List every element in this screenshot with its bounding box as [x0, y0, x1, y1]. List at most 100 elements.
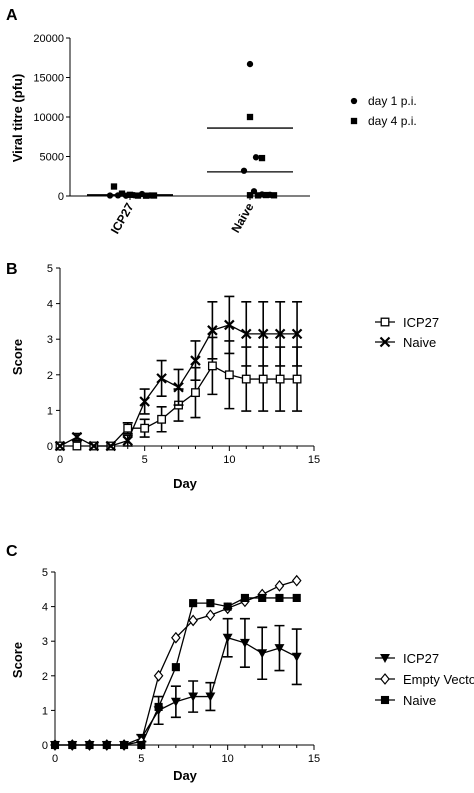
c-series-empty-vector-point-shape — [188, 614, 198, 627]
a-point — [142, 192, 150, 199]
c-legend-label: Naive — [403, 693, 436, 708]
panel-c: C Score Day 0 1 2 3 4 5 0 5 10 15 ICP27 Empty Vect… — [6, 543, 474, 783]
c-y-tick-label: 2 — [42, 671, 48, 683]
b-series-naive-point-shape — [291, 328, 303, 340]
a-point — [246, 192, 254, 199]
b-series-naive-point-shape — [139, 396, 150, 407]
b-series-icp27-point — [72, 441, 82, 451]
b-legend-marker-shape — [379, 336, 391, 348]
a-point-shape — [142, 192, 150, 199]
a-point — [246, 113, 254, 121]
c-x-tick-label: 0 — [52, 753, 58, 765]
c-series-naive-point-shape — [171, 663, 180, 672]
a-category-label: ICP27 — [108, 200, 137, 236]
b-series-naive-point-shape — [156, 373, 167, 384]
c-series-naive-point — [171, 663, 180, 672]
c-series-icp27-point — [222, 633, 233, 643]
c-series-empty-vector-point — [188, 614, 198, 627]
a-point-shape — [246, 113, 254, 121]
c-legend-marker — [380, 695, 390, 705]
c-series-naive-point-shape — [102, 740, 111, 750]
b-legend-marker-shape — [380, 317, 390, 327]
a-point-shape — [258, 154, 266, 162]
a-legend-marker-shape — [350, 117, 358, 125]
a-legend-label: day 4 p.i. — [368, 114, 417, 128]
panel-c-y-axis-label: Score — [10, 642, 25, 678]
c-series-icp27-point — [291, 652, 302, 662]
c-series-icp27-point — [257, 649, 268, 659]
b-series-icp27-point-shape — [123, 423, 133, 433]
a-point — [150, 192, 158, 199]
a-y-tick-label: 20000 — [33, 33, 64, 45]
c-series-naive-point-shape — [223, 602, 232, 611]
panel-a-y-axis-label: Viral titre (pfu) — [10, 74, 25, 163]
a-point — [270, 192, 278, 199]
a-point — [252, 154, 260, 161]
a-y-tick-label: 0 — [58, 191, 64, 203]
c-series-icp27 — [50, 617, 302, 750]
c-series-naive-point-shape — [189, 599, 198, 608]
b-series-naive-point — [88, 440, 100, 452]
b-series-naive-point — [105, 440, 117, 452]
a-y-tick-label: 15000 — [33, 73, 64, 85]
c-series-naive-point — [68, 740, 77, 750]
b-series-naive-point-shape — [88, 440, 100, 452]
c-series-icp27-point — [274, 644, 285, 654]
b-series-naive-point — [173, 381, 184, 393]
a-point — [240, 167, 248, 174]
a-point-shape — [270, 192, 278, 199]
b-series-naive-point — [54, 440, 66, 452]
b-series-naive-point-shape — [105, 440, 117, 452]
panel-b: B Score Day 0 1 2 3 4 5 0 5 10 15 ICP27 Naive — [6, 261, 439, 491]
panel-c-x-axis-label: Day — [173, 768, 198, 783]
b-x-tick-label: 10 — [223, 454, 235, 466]
c-series-naive-point — [223, 602, 232, 611]
a-point-shape — [106, 192, 114, 199]
b-series-naive-point-shape — [207, 325, 218, 336]
b-series-icp27-point-shape — [292, 374, 302, 384]
c-series-icp27-point — [239, 638, 250, 648]
b-series-icp27-point-shape — [258, 374, 268, 384]
a-point-shape — [246, 192, 254, 199]
a-point — [258, 154, 266, 162]
b-series-naive-point-shape — [257, 328, 269, 340]
c-legend-marker-shape — [380, 673, 390, 685]
a-legend-label: day 1 p.i. — [368, 94, 417, 108]
b-series-icp27-point — [140, 423, 150, 433]
c-series-icp27-point-shape — [205, 692, 216, 702]
c-series-naive-point-shape — [258, 593, 267, 602]
c-series-icp27-point-shape — [291, 652, 302, 662]
c-series-naive-point — [154, 702, 163, 711]
c-series-naive-point-shape — [120, 740, 129, 750]
b-legend-label: ICP27 — [403, 315, 439, 330]
b-series-icp27-point — [292, 374, 302, 384]
b-y-tick-label: 0 — [47, 441, 53, 453]
a-point — [118, 190, 126, 197]
panel-a-letter: A — [6, 7, 18, 24]
b-series-icp27-point — [123, 423, 133, 433]
c-series-icp27-point-shape — [239, 638, 250, 648]
c-y-tick-label: 4 — [42, 602, 48, 614]
c-series-empty-vector-point-shape — [291, 574, 302, 587]
c-series-naive-point — [206, 599, 215, 608]
c-series-naive-point-shape — [68, 740, 77, 750]
b-series-naive-point-shape — [190, 355, 201, 366]
b-series-naive-point-shape — [224, 319, 235, 331]
c-series-naive-point — [102, 740, 111, 750]
b-series-icp27-point — [258, 374, 268, 384]
b-series-naive-point-shape — [274, 328, 286, 340]
b-series-icp27-point — [157, 414, 167, 424]
b-series-icp27-point-shape — [72, 441, 82, 451]
c-series-naive-point-shape — [154, 702, 163, 711]
c-legend-label: Empty Vector — [403, 672, 474, 687]
a-point-shape — [262, 191, 270, 199]
b-series-naive — [54, 295, 303, 452]
b-series-naive-point-shape — [54, 440, 66, 452]
b-legend-marker — [380, 317, 390, 327]
a-point-shape — [254, 192, 262, 199]
b-series-naive-point — [224, 319, 235, 331]
a-point — [262, 191, 270, 199]
b-series-icp27-point-shape — [191, 388, 200, 398]
b-series-naive-point-shape — [240, 328, 252, 340]
